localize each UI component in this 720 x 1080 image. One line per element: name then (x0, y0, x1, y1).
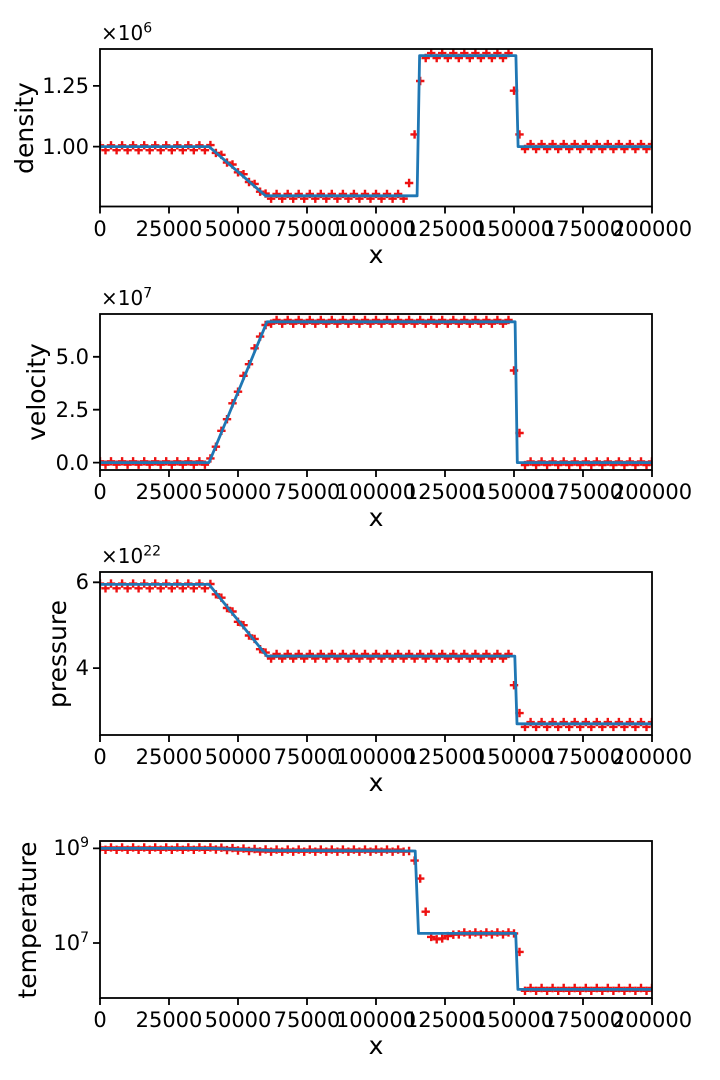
pressure-axes-frame (99, 571, 653, 736)
pressure-axis-ticks (93, 581, 653, 742)
temperature-simulation-markers (100, 843, 652, 995)
density-axes-frame (99, 48, 653, 208)
density-axis-ticks (93, 85, 653, 214)
temperature-axes-frame (99, 840, 653, 999)
panel-velocity-plot (93, 313, 653, 477)
pressure-solution-line (100, 583, 652, 726)
temperature-solution-line (100, 847, 652, 991)
panel-density-plot (93, 48, 653, 214)
velocity-solution-line (100, 320, 652, 465)
velocity-axes-frame (99, 313, 653, 471)
panel-temperature-plot (93, 840, 653, 1005)
temperature-axis-ticks (93, 847, 653, 1005)
velocity-axis-ticks (93, 355, 653, 477)
density-simulation-markers (100, 49, 652, 203)
velocity-simulation-markers (100, 315, 652, 470)
panel-pressure-plot (93, 571, 653, 742)
density-solution-line (100, 54, 652, 198)
